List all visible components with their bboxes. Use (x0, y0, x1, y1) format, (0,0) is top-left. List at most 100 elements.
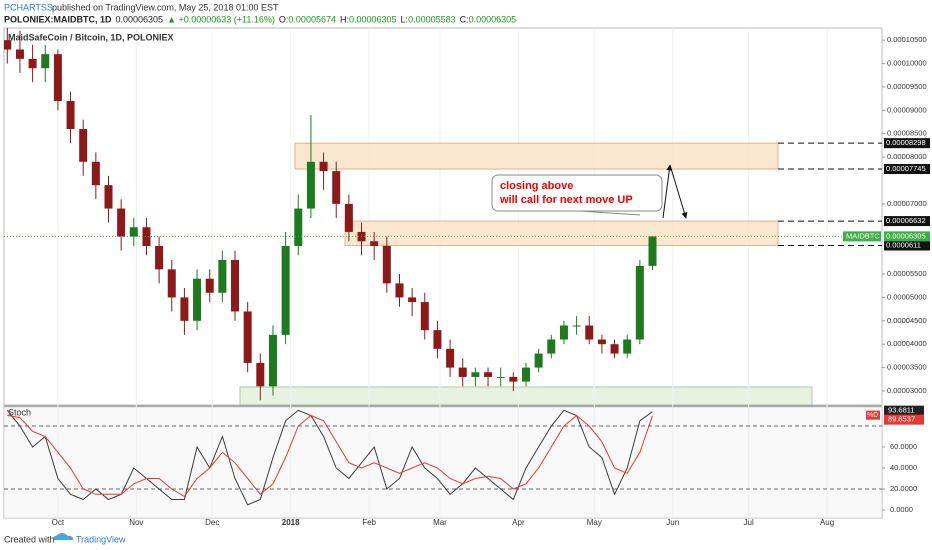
stoch-title: Stoch (8, 407, 31, 417)
header-item: 0.00006305 (116, 14, 164, 24)
candle-body (28, 58, 37, 69)
y-tick-label: 0.00007000 (887, 199, 927, 208)
support-zone (239, 386, 813, 406)
candle-body (79, 129, 88, 162)
level-tag: 0.00006632 (886, 216, 926, 225)
footer-created: Created with (4, 534, 55, 544)
candle-body (15, 49, 24, 59)
candle-body (433, 330, 442, 349)
candle-body (193, 278, 202, 321)
candle-body (648, 236, 657, 266)
x-tick-label: Aug (820, 518, 834, 527)
candle-body (142, 227, 151, 246)
y-tick-label: 20.0000 (890, 484, 917, 493)
level-tag-bg (884, 216, 930, 227)
candle-body (344, 203, 353, 232)
candle-body (104, 185, 113, 209)
y-tick-label: 0.00010500 (887, 35, 927, 44)
candle-body (395, 283, 404, 298)
y-tick-label: 60.0000 (890, 442, 917, 451)
candle-body (572, 325, 581, 327)
candle-body (256, 362, 265, 387)
candle-body (41, 54, 50, 69)
y-tick-label: 0.00004500 (887, 316, 927, 325)
y-tick-label: 0.00003000 (887, 386, 927, 395)
candle-body (496, 376, 505, 378)
candle-body (585, 325, 594, 340)
candle-body (205, 278, 214, 293)
price-pane (3, 27, 883, 406)
x-tick-label: Dec (205, 518, 219, 527)
annotation-line: will call for next move UP (499, 194, 633, 206)
x-tick-label: Jul (744, 518, 754, 527)
price-title: MaidSafeCoin / Bitcoin, 1D, POLONIEX (8, 32, 174, 42)
resistance-zone (294, 142, 779, 170)
header-item: L: (401, 14, 409, 24)
stoch-tag: 89.8537 (888, 415, 915, 424)
header-item: POLONIEX:MAIDBTC, 1D (4, 14, 112, 24)
candle-body (66, 100, 75, 130)
level-tag-bg (884, 240, 930, 251)
x-tick-label: Nov (129, 518, 143, 527)
candle-body (306, 161, 315, 209)
candle-body (547, 339, 556, 354)
symbol-tag: MAIDBTC (846, 231, 880, 240)
candle-body (382, 245, 391, 284)
stoch-line (6, 409, 653, 506)
stoch-line (7, 414, 653, 498)
candle-body (623, 339, 632, 354)
footer-brand: TradingView (76, 534, 126, 544)
candle-body (218, 260, 227, 293)
last-price-tag-bg (884, 231, 930, 242)
candle-body (91, 161, 100, 186)
stoch-tag-bg (884, 405, 924, 416)
header-item: ▲ +0.00000633 (+11.16%) (167, 14, 275, 24)
arrow-up (662, 164, 673, 219)
candle-body (180, 297, 189, 321)
candle-body (294, 208, 303, 246)
candle-body (167, 269, 176, 298)
candle-body (635, 265, 644, 340)
candle-body (408, 297, 417, 303)
candle-body (155, 245, 164, 270)
header-item: C: (460, 14, 469, 24)
x-tick-label: Jun (666, 518, 679, 527)
y-tick-label: 0.00008000 (887, 152, 927, 161)
header-item: 0.00006305 (349, 14, 397, 24)
candle-body (319, 161, 328, 172)
candle-body (458, 367, 467, 377)
header-item: O: (279, 14, 289, 24)
x-tick-label: Feb (362, 518, 376, 527)
logo (53, 533, 73, 540)
x-tick-label: Mar (433, 518, 447, 527)
y-tick-label: 0.0000 (890, 505, 913, 514)
y-tick-label: 0.00009500 (887, 82, 927, 91)
x-tick-label: 2018 (282, 518, 300, 527)
candle-body (268, 334, 277, 387)
header-item: 0.00005674 (288, 14, 336, 24)
x-tick-label: May (587, 518, 602, 527)
y-tick-label: 0.00009000 (887, 105, 927, 114)
candle-body (129, 227, 138, 237)
candle-body (446, 348, 455, 368)
level-tag: 0.00008298 (886, 138, 926, 147)
candle-body (332, 171, 341, 204)
annotation-pointer (579, 210, 641, 216)
candle-body (231, 260, 240, 312)
candle-body (53, 54, 62, 101)
candle-body (370, 241, 379, 246)
arrow-down (669, 164, 688, 219)
candle-body (534, 353, 543, 368)
y-tick-label: 0.00004000 (887, 339, 927, 348)
published: published on TradingView.com, May 25, 20… (52, 2, 279, 12)
y-tick-label: 40.0000 (890, 463, 917, 472)
header-item: H: (340, 14, 349, 24)
candle-body (484, 372, 493, 377)
last-price-tag: 0.00006305 (886, 231, 926, 240)
annotation-line: closing above (500, 180, 573, 192)
header-item: 0.00006305 (469, 14, 517, 24)
candle-body (559, 325, 568, 340)
stoch-tag-bg (884, 414, 924, 425)
author: PCHARTSS (4, 2, 53, 12)
